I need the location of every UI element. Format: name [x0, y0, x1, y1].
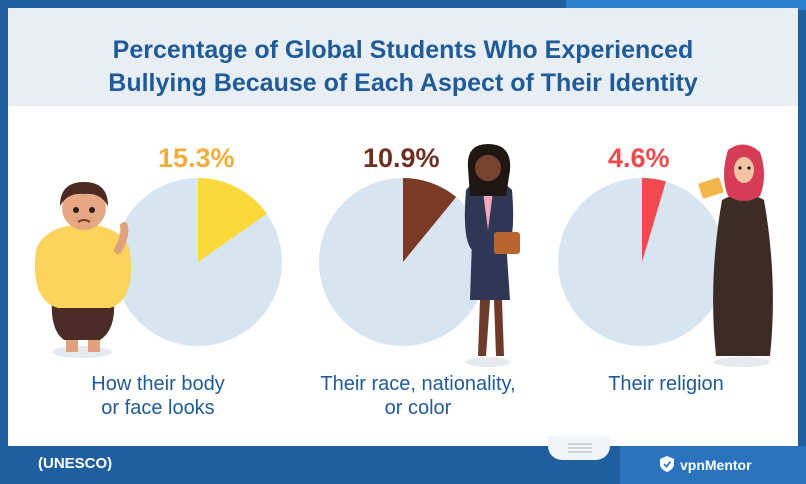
category-label-body-line2: or face looks — [101, 397, 215, 419]
title-line-1: Percentage of Global Students Who Experi… — [112, 36, 694, 64]
student-illustration-religion — [698, 144, 773, 367]
shield-icon — [660, 456, 674, 472]
category-label-race: Their race, nationality, or color — [298, 372, 538, 420]
value-label-race: 10.9% — [363, 143, 440, 173]
scroll-handle[interactable] — [548, 436, 610, 460]
category-label-body: How their body or face looks — [58, 372, 258, 420]
category-label-religion: Their religion — [576, 372, 756, 396]
pie-slice-body — [198, 178, 267, 262]
category-label-race-line2: or color — [384, 397, 452, 419]
brand-badge: vpnMentor — [620, 446, 806, 484]
value-label-religion: 4.6% — [608, 143, 670, 173]
category-label-religion-line1: Their religion — [608, 373, 724, 395]
frame-accent — [566, 0, 806, 10]
brand-name: vpnMentor — [680, 457, 752, 473]
title-line-2: Bullying Because of Each Aspect of Their… — [108, 69, 698, 97]
pie-slice-religion — [642, 178, 666, 262]
header: Percentage of Global Students Who Experi… — [8, 8, 798, 106]
value-label-body: 15.3% — [158, 143, 235, 173]
pie-slice-race — [403, 178, 457, 262]
category-label-race-line1: Their race, nationality, — [320, 373, 516, 395]
student-illustration-race — [464, 144, 520, 367]
source-note: (UNESCO) — [38, 455, 113, 472]
student-illustration-body — [34, 182, 132, 358]
page-title: Percentage of Global Students Who Experi… — [8, 34, 798, 100]
category-label-body-line1: How their body — [91, 373, 225, 395]
